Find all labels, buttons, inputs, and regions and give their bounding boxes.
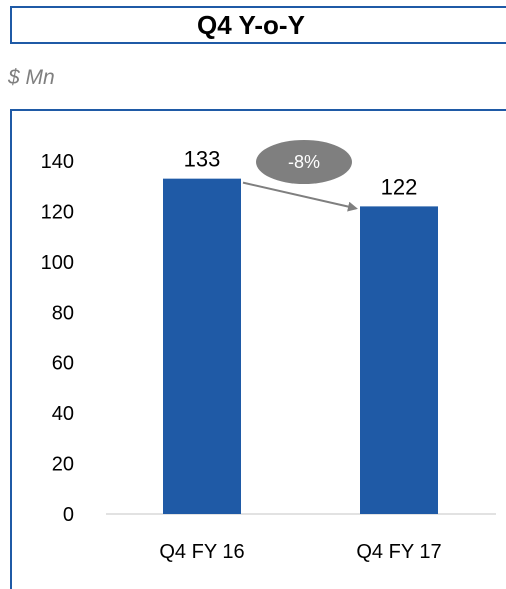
- y-tick-label: 0: [63, 504, 74, 526]
- change-arrow: [243, 183, 356, 209]
- change-annotation: -8%: [243, 140, 356, 208]
- category-label: Q4 FY 17: [356, 541, 441, 563]
- y-tick-label: 20: [52, 454, 74, 476]
- category-label: Q4 FY 16: [159, 541, 244, 563]
- change-label: -8%: [288, 152, 320, 172]
- y-tick-label: 120: [41, 201, 74, 223]
- bar: [163, 179, 241, 514]
- y-tick-label: 40: [52, 403, 74, 425]
- y-tick-label: 140: [41, 151, 74, 173]
- bar: [360, 206, 438, 514]
- y-axis-ticks: 0 20 40 60 80 100 120 140: [41, 151, 74, 526]
- category-labels: Q4 FY 16 Q4 FY 17: [159, 541, 441, 563]
- bars: [163, 179, 438, 514]
- y-tick-label: 80: [52, 302, 74, 324]
- data-label: 133: [184, 147, 221, 172]
- y-tick-label: 60: [52, 353, 74, 375]
- y-tick-label: 100: [41, 252, 74, 274]
- data-label: 122: [381, 174, 418, 199]
